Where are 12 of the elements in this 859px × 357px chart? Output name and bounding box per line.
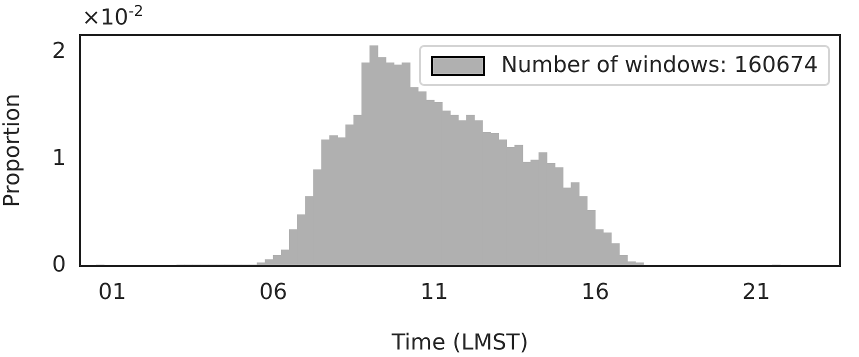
- x-tick-label: 01: [98, 280, 126, 305]
- x-tick-label: 06: [259, 280, 288, 305]
- text: ×10$^{-2}$: [82, 2, 144, 30]
- y-tick-label: 0: [52, 252, 66, 278]
- legend-label: Number of windows: 160674: [501, 53, 818, 78]
- y-tick-label: 2: [52, 38, 66, 64]
- y-tick-label: 1: [52, 146, 66, 171]
- x-tick-label: 21: [742, 280, 770, 305]
- x-tick-label: 16: [581, 280, 610, 305]
- x-axis-title: Time (LMST): [390, 330, 528, 356]
- x-tick-label: 11: [420, 280, 448, 305]
- y-axis-title: Proportion: [0, 94, 25, 208]
